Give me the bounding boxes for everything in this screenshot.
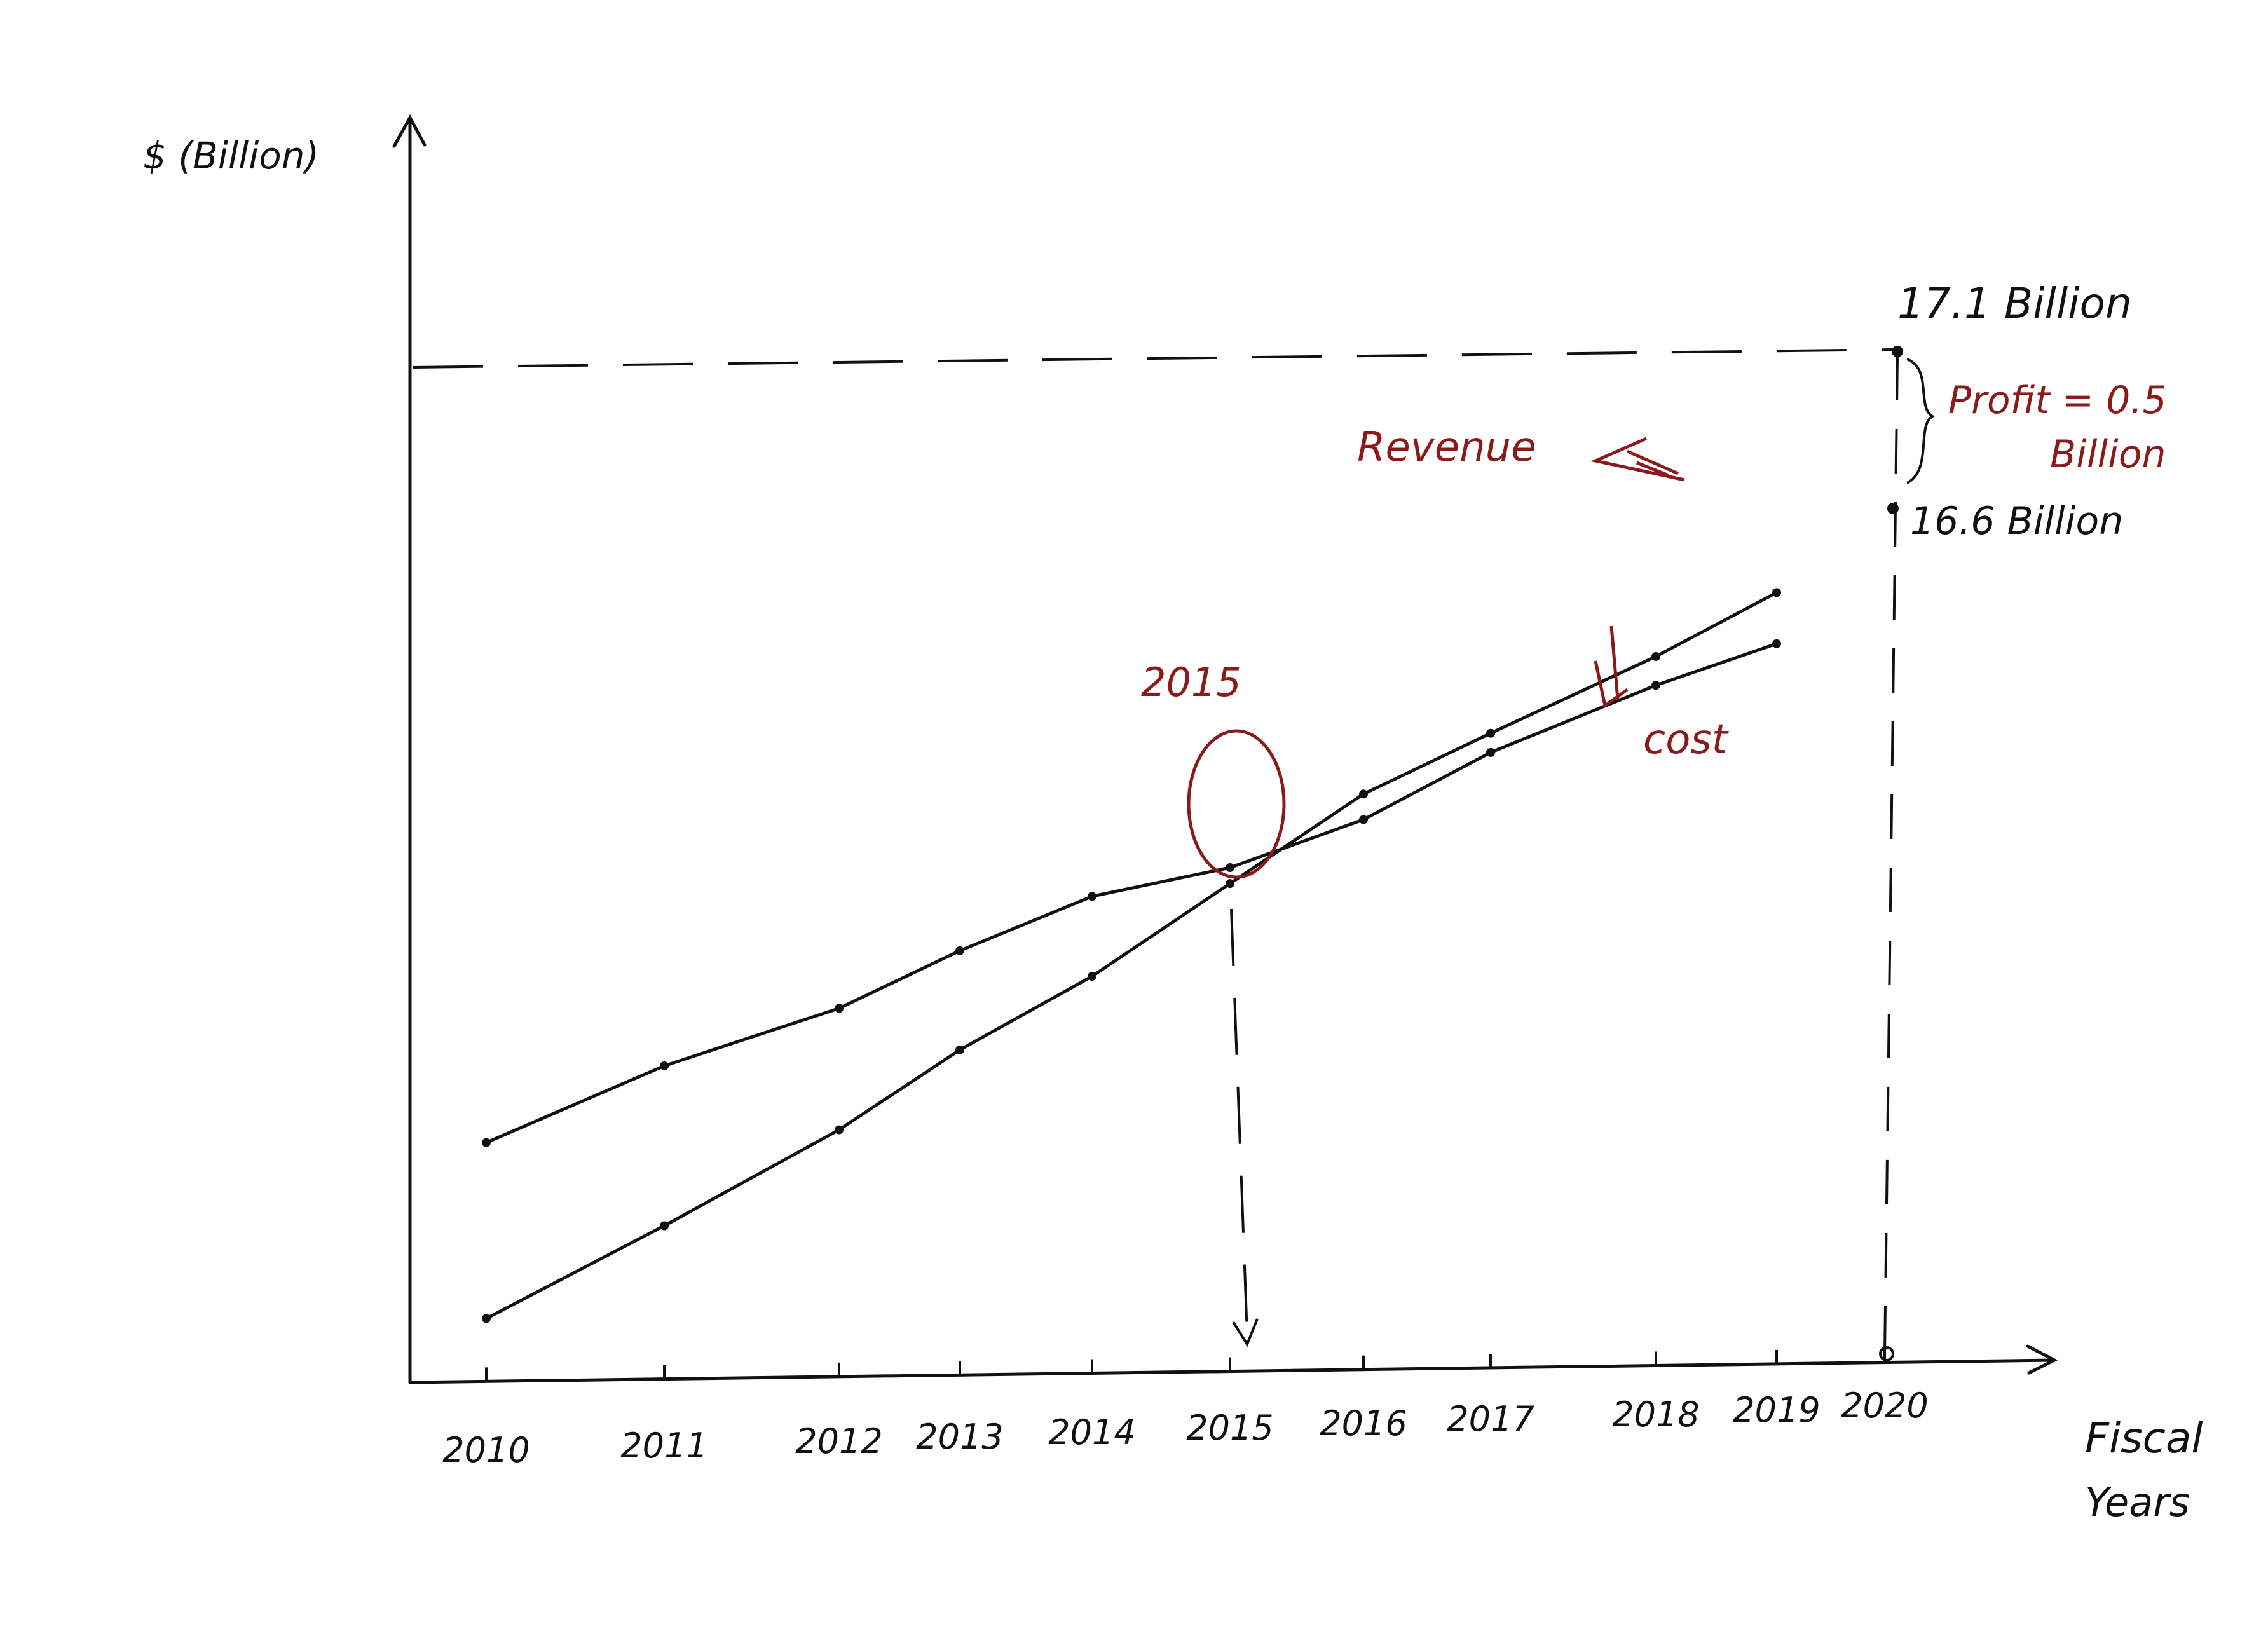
y-axis-arrow-icon — [392, 114, 427, 148]
point-2020-cost — [1887, 503, 1899, 514]
data-point-cost — [1088, 892, 1096, 901]
data-point-revenue — [1772, 588, 1781, 597]
cost-pointer-arrow-icon — [1594, 625, 1629, 709]
data-point-revenue — [835, 1125, 844, 1135]
axes — [392, 114, 2058, 1384]
crossover-year-label: 2015 — [1141, 659, 1241, 706]
reference-lines — [413, 346, 1903, 1361]
data-point-revenue — [482, 1314, 491, 1323]
x-tick-label-2019: 2019 — [1733, 1390, 1820, 1430]
data-point-revenue — [1359, 789, 1368, 799]
x-tick-label-2012: 2012 — [795, 1421, 882, 1461]
data-point-cost — [482, 1138, 491, 1147]
y-axis-label: $ (Billion) — [143, 134, 319, 177]
year-2020-dashed-line — [1883, 355, 1899, 1354]
x-tick-label-2017: 2017 — [1447, 1399, 1534, 1439]
crossover-circle — [1187, 729, 1286, 879]
data-point-cost — [660, 1061, 669, 1070]
cost-series-label: cost — [1643, 716, 1730, 763]
x-tick-label-2011: 2011 — [620, 1426, 707, 1466]
data-point-cost — [1226, 863, 1234, 872]
year-2015-pointer-arrow-icon — [1232, 1318, 1259, 1347]
x-tick-label-2013: 2013 — [916, 1417, 1003, 1457]
point-2020-axis — [1879, 1346, 1894, 1361]
x-tick-label-2020: 2020 — [1841, 1386, 1928, 1426]
series-line-cost — [486, 642, 1777, 1144]
x-axis-arrow-icon — [2026, 1344, 2058, 1375]
revenue-2020-dashed-line — [413, 348, 1898, 369]
x-tick-label-2015: 2015 — [1186, 1408, 1273, 1448]
series-line-revenue — [485, 591, 1778, 1320]
profit-label-line1: Profit = 0.5 — [1948, 378, 2167, 423]
data-point-cost — [1651, 681, 1660, 690]
revenue-series-label: Revenue — [1357, 424, 1536, 471]
cost-2020-label: 16.6 Billion — [1910, 499, 2123, 543]
x-tick-label-2016: 2016 — [1320, 1403, 1407, 1443]
series-layer — [482, 588, 1781, 1323]
x-tick-label-2014: 2014 — [1048, 1412, 1135, 1452]
data-point-revenue — [955, 1045, 964, 1054]
x-ticks: 2010 2011 2012 2013 2014 2015 2016 2017 2018 2019… — [442, 1348, 1929, 1470]
x-axis-line — [408, 1358, 2055, 1384]
data-point-revenue — [660, 1221, 669, 1231]
x-tick-label-2010: 2010 — [442, 1430, 529, 1470]
revenue-pointer-arrow-icon — [1590, 437, 1685, 482]
data-point-revenue — [1226, 879, 1234, 889]
data-point-cost — [1359, 815, 1368, 824]
point-2020-revenue — [1892, 346, 1903, 357]
data-point-cost — [1772, 639, 1781, 648]
data-point-revenue — [1486, 728, 1495, 738]
x-axis-label-years: Years — [2085, 1479, 2190, 1525]
x-axis-label-fiscal: Fiscal — [2085, 1414, 2203, 1462]
year-2015-pointer-line — [1230, 908, 1248, 1335]
profit-label-line2: Billion — [2050, 432, 2166, 477]
data-point-revenue — [1088, 972, 1096, 981]
revenue-2020-label: 17.1 Billion — [1897, 279, 2132, 328]
data-point-cost — [955, 946, 964, 955]
x-tick-label-2018: 2018 — [1612, 1394, 1699, 1435]
data-point-cost — [1486, 747, 1495, 757]
data-point-revenue — [1651, 651, 1660, 661]
profit-brace-icon — [1906, 358, 1935, 484]
data-point-cost — [835, 1004, 844, 1013]
